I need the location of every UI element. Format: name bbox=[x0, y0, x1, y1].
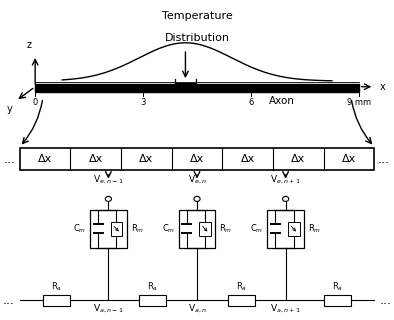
Bar bbox=[20, 148, 374, 171]
Text: V$_{a, n}$: V$_{a, n}$ bbox=[188, 303, 206, 316]
Bar bbox=[267, 210, 304, 248]
Text: z: z bbox=[27, 40, 32, 50]
Text: 9 mm: 9 mm bbox=[347, 98, 371, 107]
Text: 3: 3 bbox=[140, 98, 146, 107]
Circle shape bbox=[105, 196, 112, 202]
Text: Temperature: Temperature bbox=[162, 11, 232, 21]
Text: Δx: Δx bbox=[342, 155, 356, 164]
Bar bbox=[288, 222, 299, 236]
Text: Δx: Δx bbox=[291, 155, 305, 164]
Text: R$_a$: R$_a$ bbox=[51, 280, 62, 293]
Bar bbox=[324, 294, 351, 306]
Text: ...: ... bbox=[378, 153, 390, 166]
Bar bbox=[199, 222, 211, 236]
Text: R$_a$: R$_a$ bbox=[236, 280, 247, 293]
Text: V$_{e, n-1}$: V$_{e, n-1}$ bbox=[93, 174, 124, 186]
Bar bbox=[228, 294, 255, 306]
Text: Δx: Δx bbox=[89, 155, 103, 164]
Text: R$_m$: R$_m$ bbox=[219, 223, 232, 235]
Text: ...: ... bbox=[4, 153, 16, 166]
Bar bbox=[111, 222, 122, 236]
Text: R$_a$: R$_a$ bbox=[147, 280, 158, 293]
Text: Δx: Δx bbox=[139, 155, 154, 164]
Bar bbox=[179, 210, 215, 248]
Text: ...: ... bbox=[2, 293, 14, 307]
Bar bbox=[43, 294, 70, 306]
Text: V$_{a, n-1}$: V$_{a, n-1}$ bbox=[93, 303, 124, 316]
Text: x: x bbox=[380, 82, 386, 92]
Text: V$_{e, n+1}$: V$_{e, n+1}$ bbox=[270, 174, 301, 186]
Circle shape bbox=[194, 196, 200, 202]
Text: V$_{a, n+1}$: V$_{a, n+1}$ bbox=[270, 303, 301, 316]
Text: C$_m$: C$_m$ bbox=[250, 223, 264, 235]
Text: Distribution: Distribution bbox=[165, 33, 229, 43]
Text: ...: ... bbox=[380, 293, 392, 307]
Text: Axon: Axon bbox=[269, 96, 295, 106]
Text: Δx: Δx bbox=[38, 155, 52, 164]
Text: 6: 6 bbox=[248, 98, 254, 107]
Text: y: y bbox=[6, 104, 12, 114]
Text: Δx: Δx bbox=[190, 155, 204, 164]
Text: C$_m$: C$_m$ bbox=[73, 223, 86, 235]
Bar bbox=[90, 210, 127, 248]
Text: Δx: Δx bbox=[240, 155, 255, 164]
Text: R$_m$: R$_m$ bbox=[130, 223, 144, 235]
Bar bbox=[139, 294, 166, 306]
Text: C$_m$: C$_m$ bbox=[162, 223, 175, 235]
Text: R$_m$: R$_m$ bbox=[308, 223, 321, 235]
Text: V$_{e, n}$: V$_{e, n}$ bbox=[188, 174, 206, 186]
Text: 0: 0 bbox=[33, 98, 38, 107]
Text: R$_a$: R$_a$ bbox=[332, 280, 343, 293]
Circle shape bbox=[282, 196, 289, 202]
